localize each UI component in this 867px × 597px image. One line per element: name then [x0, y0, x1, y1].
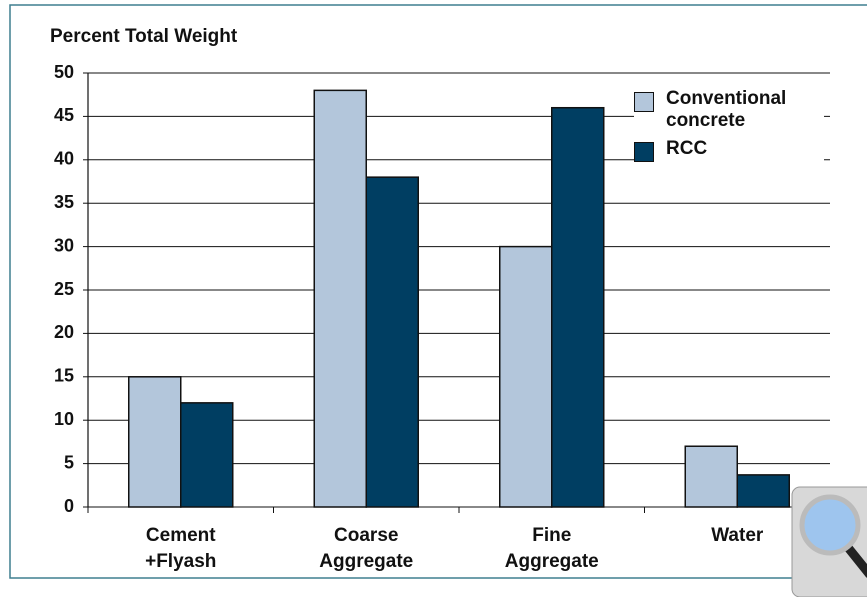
- legend-label: RCC: [666, 138, 708, 159]
- bar: [365, 176, 419, 508]
- legend-label: Conventional concrete: [666, 88, 787, 131]
- y-tick-label: 10: [54, 409, 74, 429]
- x-tick-label: Fine: [532, 525, 571, 546]
- legend-swatch: [634, 92, 654, 112]
- x-tick-label: Cement: [146, 525, 216, 546]
- y-tick-label: 0: [64, 496, 74, 516]
- x-tick-label: Aggregate: [505, 551, 599, 572]
- y-tick-label: 20: [54, 322, 74, 342]
- y-tick-label: 5: [64, 452, 74, 472]
- magnifier-icon[interactable]: [791, 486, 867, 597]
- legend-item: Conventional concrete: [634, 88, 824, 132]
- bar: [551, 106, 605, 508]
- y-tick-label: 45: [54, 105, 74, 125]
- x-tick-label: Coarse: [334, 525, 398, 546]
- legend: Conventional concrete RCC: [634, 88, 824, 168]
- y-tick-label: 25: [54, 279, 74, 299]
- bar: [180, 402, 234, 508]
- chart-title: Percent Total Weight: [50, 26, 238, 47]
- bar: [684, 445, 738, 508]
- x-tick-label: Water: [711, 525, 764, 546]
- bar: [313, 89, 367, 508]
- y-tick-label: 40: [54, 149, 74, 169]
- y-tick-label: 50: [54, 62, 74, 82]
- y-tick-label: 15: [54, 366, 74, 386]
- bar: [736, 474, 790, 508]
- y-tick-label: 35: [54, 192, 74, 212]
- x-tick-label: +Flyash: [145, 551, 216, 572]
- y-tick-label: 30: [54, 235, 74, 255]
- frame: [9, 4, 867, 579]
- x-tick-label: Aggregate: [319, 551, 413, 572]
- bar: [128, 376, 182, 508]
- legend-item: RCC: [634, 138, 824, 162]
- bar: [499, 245, 553, 508]
- legend-swatch: [634, 142, 654, 162]
